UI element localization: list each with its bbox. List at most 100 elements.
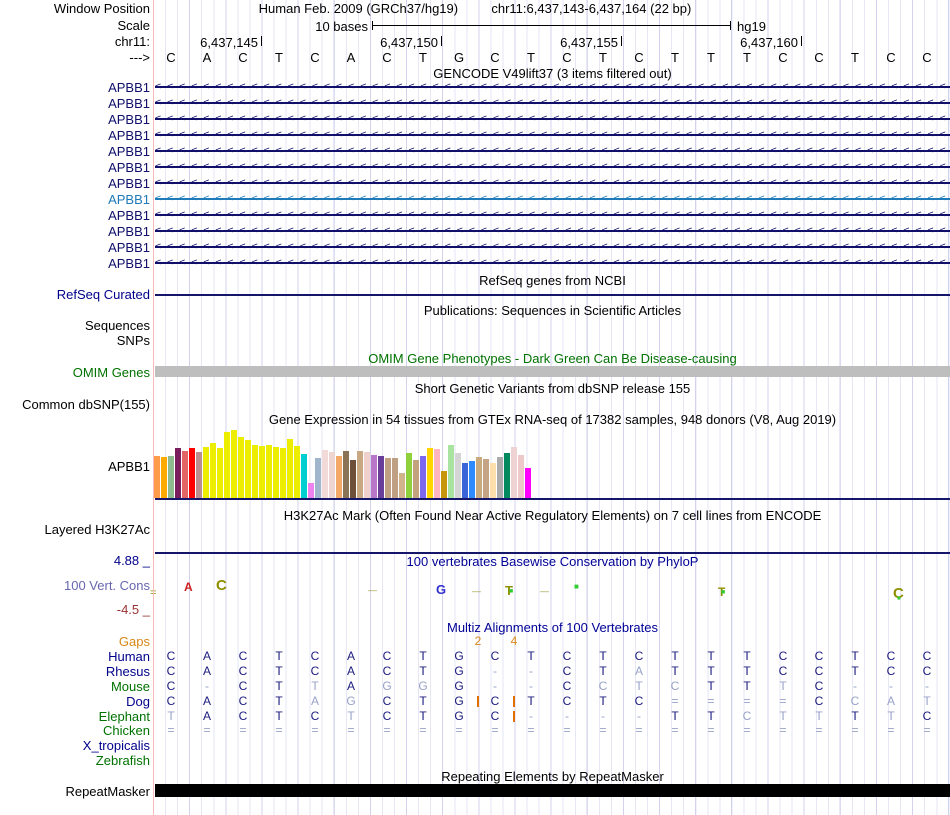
phylop-glyph: — [472,586,481,596]
gtex-bar-chart[interactable] [154,428,534,492]
gene-body-line [155,230,950,232]
scale-ruler-left-tick [372,21,373,30]
base-letter: T [527,50,535,65]
species-label-rhesus[interactable]: Rhesus [105,664,150,679]
track-label-gtex-gene[interactable]: APBB1 [108,459,150,474]
alignment-base: - [529,664,533,678]
species-label-zebrafish[interactable]: Zebrafish [95,753,150,768]
gtex-bar [252,445,258,492]
gtex-tissue-swatch [413,492,419,498]
track-label-omim-genes[interactable]: OMIM Genes [72,365,150,380]
gencode-track-title: GENCODE V49lift37 (3 items filtered out) [433,66,672,81]
refseq-curated-gene-line[interactable] [155,294,950,296]
gene-body-line [155,166,950,168]
gene-row-apbb1-1[interactable]: <<<<<<<<<<<<<<<<<<<<<<<<<<<<<<<<<<<<<<<<… [155,80,950,94]
species-label-mouse[interactable]: Mouse [110,679,150,694]
alignment-base: A [346,679,355,693]
alignment-base: C [382,694,392,708]
track-label-100-vert-cons[interactable]: 100 Vert. Cons [64,578,150,593]
dbsnp-track-title: Short Genetic Variants from dbSNP releas… [414,381,691,396]
gene-label-apbb1-10[interactable]: APBB1 [108,224,150,239]
alignment-base: = [671,694,679,708]
gene-row-apbb1-3[interactable]: <<<<<<<<<<<<<<<<<<<<<<<<<<<<<<<<<<<<<<<<… [155,112,950,126]
gene-label-apbb1-11[interactable]: APBB1 [108,240,150,255]
track-label-layered-h3k27ac[interactable]: Layered H3K27Ac [44,522,150,537]
gene-label-apbb1-3[interactable]: APBB1 [108,112,150,127]
gene-row-apbb1-5[interactable]: <<<<<<<<<<<<<<<<<<<<<<<<<<<<<<<<<<<<<<<<… [155,144,950,158]
track-label-refseq-curated[interactable]: RefSeq Curated [56,287,150,302]
gene-label-apbb1-1[interactable]: APBB1 [108,80,150,95]
species-label-gaps[interactable]: Gaps [118,634,150,649]
alignment-base: - [565,709,569,723]
gtex-tissue-swatch [434,492,440,498]
gene-label-apbb1-4[interactable]: APBB1 [108,128,150,143]
alignment-row-dog[interactable]: C A C T A G C T G C T C T C = = = = C C A T [153,695,950,709]
repeatmasker-repeat-item[interactable] [155,784,950,797]
alignment-base: C [634,649,644,663]
species-label-x_tropicalis[interactable]: X_tropicalis [82,738,150,753]
strand-arrows: <<<<<<<<<<<<<<<<<<<<<<<<<<<<<<<<<<<<<<<<… [155,193,950,204]
gene-row-apbb1-11[interactable]: <<<<<<<<<<<<<<<<<<<<<<<<<<<<<<<<<<<<<<<<… [155,240,950,254]
species-label-human[interactable]: Human [108,649,150,664]
base-letter: T [851,50,859,65]
alignment-base: T [275,649,283,663]
track-label-common-dbsnp[interactable]: Common dbSNP(155) [22,397,150,412]
alignment-base: C [382,649,392,663]
track-label-snps[interactable]: SNPs [116,333,150,348]
gtex-tissue-swatch [245,492,251,498]
gtex-bar [462,463,468,492]
gtex-tissue-swatch [518,492,524,498]
gtex-bar [315,458,321,492]
track-label-sequences[interactable]: Sequences [84,318,150,333]
gtex-tissue-swatch [350,492,356,498]
omim-gene-item[interactable] [155,366,950,377]
alignment-base: = [743,723,751,737]
gene-label-apbb1-2[interactable]: APBB1 [108,96,150,111]
gtex-tissue-swatch [343,492,349,498]
gene-label-apbb1-7[interactable]: APBB1 [108,176,150,191]
gene-row-apbb1-12[interactable]: <<<<<<<<<<<<<<<<<<<<<<<<<<<<<<<<<<<<<<<<… [155,256,950,270]
gene-body-line [155,102,950,104]
gtex-tissue-swatch [476,492,482,498]
gtex-bar [182,451,188,492]
gene-row-apbb1-10[interactable]: <<<<<<<<<<<<<<<<<<<<<<<<<<<<<<<<<<<<<<<<… [155,224,950,238]
gene-row-apbb1-2[interactable]: <<<<<<<<<<<<<<<<<<<<<<<<<<<<<<<<<<<<<<<<… [155,96,950,110]
scale-ruler-line [372,25,730,26]
gene-row-apbb1-7[interactable]: <<<<<<<<<<<<<<<<<<<<<<<<<<<<<<<<<<<<<<<<… [155,176,950,190]
gtex-track-title: Gene Expression in 54 tissues from GTEx … [268,412,837,427]
gene-label-apbb1-12[interactable]: APBB1 [108,256,150,271]
gene-label-apbb1-8[interactable]: APBB1 [108,192,150,207]
species-label-chicken[interactable]: Chicken [103,723,150,738]
alignment-base: T [707,664,715,678]
gtex-tissue-swatch [357,492,363,498]
alignment-base: C [778,649,788,663]
alignment-base: - [493,664,497,678]
gene-row-apbb1-6[interactable]: <<<<<<<<<<<<<<<<<<<<<<<<<<<<<<<<<<<<<<<<… [155,160,950,174]
gene-row-apbb1-9[interactable]: <<<<<<<<<<<<<<<<<<<<<<<<<<<<<<<<<<<<<<<<… [155,208,950,222]
gene-row-apbb1-4[interactable]: <<<<<<<<<<<<<<<<<<<<<<<<<<<<<<<<<<<<<<<<… [155,128,950,142]
alignment-base: G [454,694,464,708]
species-label-dog[interactable]: Dog [126,694,150,709]
base-letter: G [453,50,465,65]
gene-label-apbb1-9[interactable]: APBB1 [108,208,150,223]
gene-row-apbb1-8[interactable]: <<<<<<<<<<<<<<<<<<<<<<<<<<<<<<<<<<<<<<<<… [155,192,950,206]
gene-body-line [155,246,950,248]
species-label-elephant[interactable]: Elephant [98,709,150,724]
alignment-row-chicken[interactable]: = = = = = = = = = = = = = = = = = = = = = = [153,724,950,738]
gtex-bar [217,448,223,492]
gene-label-apbb1-5[interactable]: APBB1 [108,144,150,159]
gtex-tissue-swatch [336,492,342,498]
gtex-bar [378,456,384,492]
alignment-base: = [887,723,895,737]
track-label-repeatmasker[interactable]: RepeatMasker [65,784,150,799]
gene-label-apbb1-6[interactable]: APBB1 [108,160,150,175]
base-letter: C [814,50,824,65]
alignment-base: = [167,723,175,737]
alignment-base: T [815,709,823,723]
gtex-tissue-swatch [497,492,503,498]
phylop-glyph: C [893,585,904,602]
